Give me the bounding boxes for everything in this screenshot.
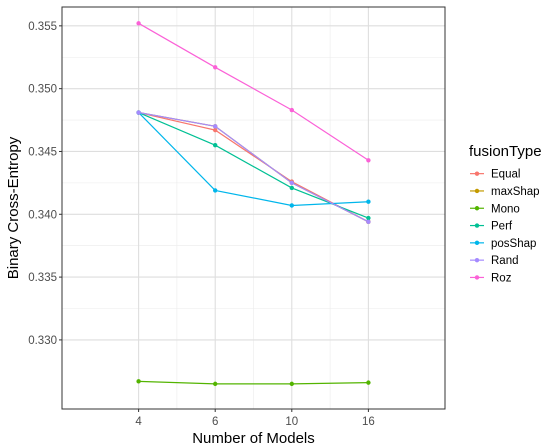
grid-major <box>62 7 445 409</box>
y-tick-label: 0.350 <box>28 84 57 96</box>
legend-item-mono: Mono <box>470 203 520 215</box>
data-point-mono <box>289 381 294 387</box>
legend-label: maxShap <box>491 186 540 198</box>
y-tick-label: 0.335 <box>28 272 57 284</box>
data-point-mono <box>366 380 371 385</box>
data-point-perf <box>289 185 294 191</box>
y-tick-label: 0.355 <box>28 21 57 33</box>
legend-label: Mono <box>491 203 520 215</box>
legend: fusionType Equal maxShap Mono Perf posShap Ra… <box>469 143 542 284</box>
grid-minor <box>62 7 445 409</box>
series-line-roz <box>138 22 369 161</box>
data-point-rand <box>213 124 218 129</box>
legend-key-point <box>474 240 480 246</box>
legend-label: Equal <box>491 169 520 181</box>
legend-key-point <box>474 257 480 263</box>
legend-key-point <box>474 223 480 228</box>
series-line-posshap <box>138 112 369 207</box>
legend-key-point <box>474 171 480 176</box>
x-tick-label: 4 <box>135 416 142 428</box>
x-tick-label: 6 <box>212 416 218 428</box>
data-point-mono <box>136 379 141 384</box>
data-point-posshap <box>289 203 294 208</box>
series-layer <box>136 21 371 387</box>
series-line-mono <box>138 380 369 385</box>
data-point-roz <box>366 158 371 163</box>
data-point-roz <box>213 65 218 70</box>
legend-item-maxshap: maxShap <box>470 186 540 198</box>
x-tick-label: 10 <box>285 416 298 428</box>
y-axis: 0.330 0.335 0.340 0.345 0.350 0.355 <box>28 21 62 347</box>
legend-item-roz: Roz <box>470 272 512 284</box>
legend-key-point <box>474 206 480 211</box>
data-point-rand <box>289 180 294 186</box>
legend-item-posshap: posShap <box>470 238 536 250</box>
legend-title: fusionType <box>469 143 542 160</box>
x-tick-label: 16 <box>362 416 375 428</box>
x-axis: 4 6 10 16 <box>135 409 375 428</box>
legend-label: posShap <box>491 238 536 250</box>
y-tick-label: 0.345 <box>28 146 57 158</box>
data-point-perf <box>366 215 371 221</box>
panel-border <box>61 6 446 410</box>
data-point-roz <box>136 21 141 26</box>
data-point-posshap <box>366 199 371 204</box>
legend-item-equal: Equal <box>470 169 520 181</box>
legend-item-rand: Rand <box>470 255 519 267</box>
legend-key-point <box>474 188 480 194</box>
y-tick-label: 0.330 <box>28 335 57 347</box>
legend-item-perf: Perf <box>470 221 513 233</box>
y-axis-title: Binary Cross-Entropy <box>5 136 22 279</box>
legend-label: Roz <box>491 272 512 284</box>
data-point-rand <box>136 110 141 115</box>
data-point-equal <box>213 127 218 133</box>
data-point-rand <box>366 219 371 225</box>
data-point-posshap <box>213 188 218 193</box>
y-tick-label: 0.340 <box>28 209 57 221</box>
legend-label: Rand <box>491 255 519 267</box>
legend-label: Perf <box>491 221 513 233</box>
series-line-rand <box>138 111 369 223</box>
data-point-perf <box>213 142 218 148</box>
data-point-mono <box>213 381 218 387</box>
legend-key-point <box>474 275 480 280</box>
data-point-roz <box>289 107 294 113</box>
x-axis-title: Number of Models <box>192 430 315 447</box>
